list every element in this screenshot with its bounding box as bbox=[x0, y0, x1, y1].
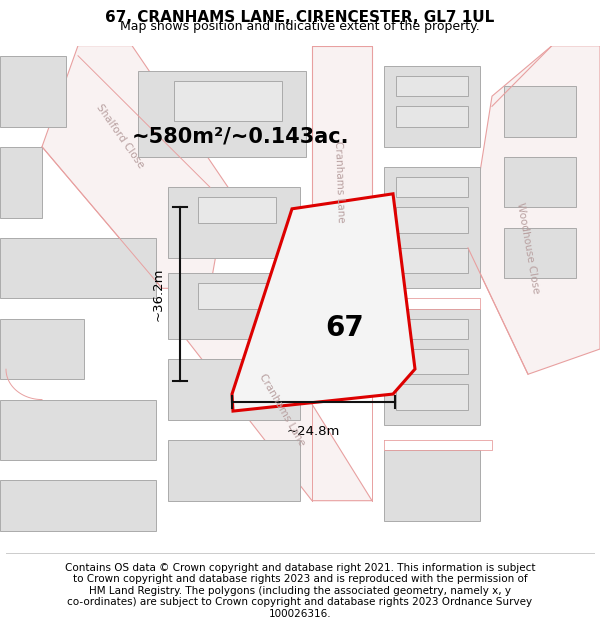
Polygon shape bbox=[138, 71, 306, 157]
Polygon shape bbox=[168, 273, 300, 339]
Text: Woodhouse Close: Woodhouse Close bbox=[515, 201, 541, 294]
Polygon shape bbox=[168, 359, 300, 420]
Polygon shape bbox=[198, 198, 276, 222]
Text: Cranhams Lane: Cranhams Lane bbox=[332, 141, 346, 223]
Text: 67: 67 bbox=[325, 314, 364, 342]
Text: Cranhams Lane: Cranhams Lane bbox=[257, 372, 307, 448]
Polygon shape bbox=[504, 157, 576, 208]
Text: Map shows position and indicative extent of the property.: Map shows position and indicative extent… bbox=[120, 20, 480, 33]
Polygon shape bbox=[396, 349, 468, 374]
Polygon shape bbox=[468, 46, 600, 374]
Polygon shape bbox=[168, 440, 300, 501]
Polygon shape bbox=[504, 86, 576, 137]
Polygon shape bbox=[168, 188, 300, 258]
Text: Shalford Close: Shalford Close bbox=[94, 103, 146, 171]
Polygon shape bbox=[0, 147, 42, 218]
Polygon shape bbox=[396, 177, 468, 198]
Polygon shape bbox=[384, 66, 480, 147]
Polygon shape bbox=[232, 194, 415, 411]
Polygon shape bbox=[0, 319, 84, 379]
Polygon shape bbox=[396, 384, 468, 409]
Polygon shape bbox=[396, 208, 468, 232]
Text: ~36.2m: ~36.2m bbox=[152, 268, 165, 321]
Polygon shape bbox=[0, 399, 156, 460]
Polygon shape bbox=[384, 450, 480, 521]
Polygon shape bbox=[186, 288, 372, 501]
Polygon shape bbox=[0, 238, 156, 298]
Polygon shape bbox=[384, 167, 480, 288]
Polygon shape bbox=[0, 481, 156, 531]
Text: HM Land Registry. The polygons (including the associated geometry, namely x, y: HM Land Registry. The polygons (includin… bbox=[89, 586, 511, 596]
Polygon shape bbox=[312, 46, 372, 324]
Text: Contains OS data © Crown copyright and database right 2021. This information is : Contains OS data © Crown copyright and d… bbox=[65, 563, 535, 573]
Text: ~580m²/~0.143ac.: ~580m²/~0.143ac. bbox=[131, 127, 349, 147]
Text: co-ordinates) are subject to Crown copyright and database rights 2023 Ordnance S: co-ordinates) are subject to Crown copyr… bbox=[67, 598, 533, 608]
Text: ~24.8m: ~24.8m bbox=[287, 425, 340, 438]
Polygon shape bbox=[396, 319, 468, 339]
Polygon shape bbox=[504, 228, 576, 278]
Polygon shape bbox=[174, 81, 282, 121]
Polygon shape bbox=[198, 283, 276, 309]
Polygon shape bbox=[42, 46, 228, 288]
Text: 67, CRANHAMS LANE, CIRENCESTER, GL7 1UL: 67, CRANHAMS LANE, CIRENCESTER, GL7 1UL bbox=[106, 10, 494, 25]
Polygon shape bbox=[384, 309, 480, 425]
Polygon shape bbox=[396, 76, 468, 96]
Polygon shape bbox=[396, 248, 468, 273]
Polygon shape bbox=[0, 56, 66, 126]
Polygon shape bbox=[396, 106, 468, 126]
Text: 100026316.: 100026316. bbox=[269, 609, 331, 619]
Text: to Crown copyright and database rights 2023 and is reproduced with the permissio: to Crown copyright and database rights 2… bbox=[73, 574, 527, 584]
